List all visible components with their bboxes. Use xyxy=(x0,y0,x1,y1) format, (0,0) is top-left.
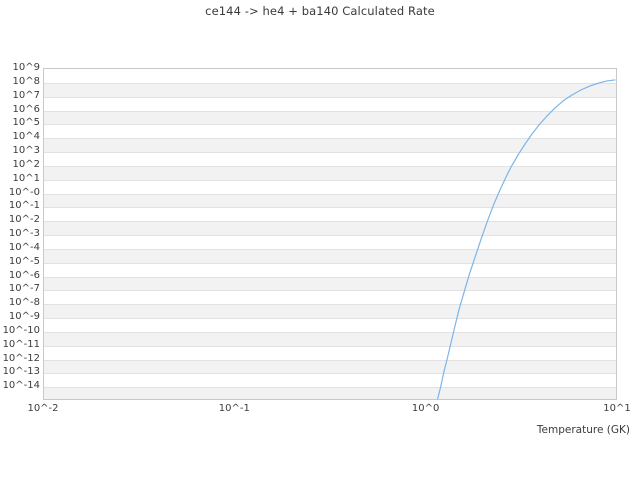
gridline xyxy=(44,277,616,278)
gridline xyxy=(44,290,616,291)
grid-band xyxy=(44,304,616,318)
y-axis-tick-label: 10^2 xyxy=(12,159,40,170)
gridline xyxy=(44,360,616,361)
y-axis-tick-label: 10^-3 xyxy=(8,228,40,239)
y-axis-tick-label: 10^-0 xyxy=(8,187,40,198)
y-axis-tick-label: 10^-1 xyxy=(8,200,40,211)
gridline xyxy=(44,304,616,305)
y-axis-tick-label: 10^-7 xyxy=(8,283,40,294)
gridline xyxy=(44,166,616,167)
y-axis-tick-label: 10^-9 xyxy=(8,311,40,322)
y-axis-tick-label: 10^-6 xyxy=(8,270,40,281)
y-axis-tick-label: 10^7 xyxy=(12,90,40,101)
series-curve-layer xyxy=(437,79,616,399)
gridline xyxy=(44,373,616,374)
gridline xyxy=(44,346,616,347)
grid-band xyxy=(44,387,616,399)
y-axis-tick-label: 10^6 xyxy=(12,104,40,115)
gridline xyxy=(44,194,616,195)
y-axis-tick-label: 10^-2 xyxy=(8,214,40,225)
y-axis-tick-label: 10^5 xyxy=(12,117,40,128)
y-axis-tick-label: 10^-4 xyxy=(8,242,40,253)
y-axis-tick-label: 10^-10 xyxy=(2,325,40,336)
x-axis-tick-label: 10^0 xyxy=(411,403,440,414)
chart-title: ce144 -> he4 + ba140 Calculated Rate xyxy=(205,4,435,18)
x-axis-tick-label: 10^-2 xyxy=(27,403,59,414)
y-axis-tick-label: 10^-11 xyxy=(2,339,40,350)
gridline xyxy=(44,180,616,181)
y-axis-tick-label: 10^1 xyxy=(12,173,40,184)
gridline xyxy=(44,152,616,153)
gridline xyxy=(44,207,616,208)
y-axis-tick-label: 10^4 xyxy=(12,131,40,142)
y-axis-tick-label: 10^-12 xyxy=(2,353,40,364)
grid-band xyxy=(44,248,616,263)
gridline xyxy=(44,235,616,236)
gridline xyxy=(44,124,616,125)
y-axis-tick-label: 10^-8 xyxy=(8,297,40,308)
gridline xyxy=(44,249,616,250)
grid-band xyxy=(44,331,616,346)
plot-area xyxy=(43,68,617,400)
grid-band xyxy=(44,138,616,152)
y-axis-tick-label: 10^3 xyxy=(12,145,40,156)
gridline xyxy=(44,318,616,319)
grid-band xyxy=(44,165,616,180)
grid-band xyxy=(44,359,616,374)
x-axis-label: Temperature (GK) xyxy=(536,424,630,436)
x-axis-tick-label: 10^1 xyxy=(603,403,631,414)
gridline xyxy=(44,221,616,222)
gridline xyxy=(44,97,616,98)
y-axis-tick-label: 10^-13 xyxy=(2,366,40,377)
grid-band xyxy=(44,221,616,235)
y-axis-tick-label: 10^8 xyxy=(12,76,40,87)
gridline xyxy=(44,111,616,112)
grid-band xyxy=(44,110,616,125)
y-axis-tick-label: 10^-14 xyxy=(2,380,40,391)
gridline xyxy=(44,332,616,333)
gridline xyxy=(44,83,616,84)
grid-band xyxy=(44,82,616,97)
x-axis-tick-label: 10^-1 xyxy=(218,403,250,414)
gridline xyxy=(44,138,616,139)
grid-band xyxy=(44,276,616,291)
gridline xyxy=(44,263,616,264)
grid-band xyxy=(44,193,616,208)
calculated-rate-curve xyxy=(437,79,616,399)
gridline xyxy=(44,387,616,388)
y-axis-tick-label: 10^9 xyxy=(12,62,40,73)
y-axis-tick-label: 10^-5 xyxy=(8,256,40,267)
